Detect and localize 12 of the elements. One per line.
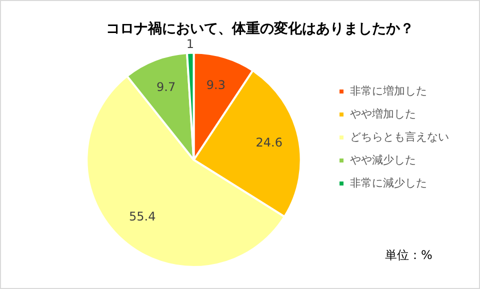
data-label: 55.4 [129, 210, 156, 224]
chart-title: コロナ禍において、体重の変化はありましたか？ [106, 20, 414, 38]
data-label: 24.6 [256, 136, 282, 150]
legend-label: どちらとも言えない [350, 130, 449, 144]
data-label: 9.3 [206, 78, 226, 92]
data-label: 9.7 [156, 80, 176, 94]
legend-label: 非常に増加した [350, 84, 427, 98]
legend-label: やや増加した [350, 107, 416, 120]
legend-label: やや減少した [350, 153, 416, 166]
legend-label: 非常に減少した [350, 176, 427, 190]
data-label: 1 [186, 36, 194, 51]
text: 単位：% [385, 247, 432, 264]
